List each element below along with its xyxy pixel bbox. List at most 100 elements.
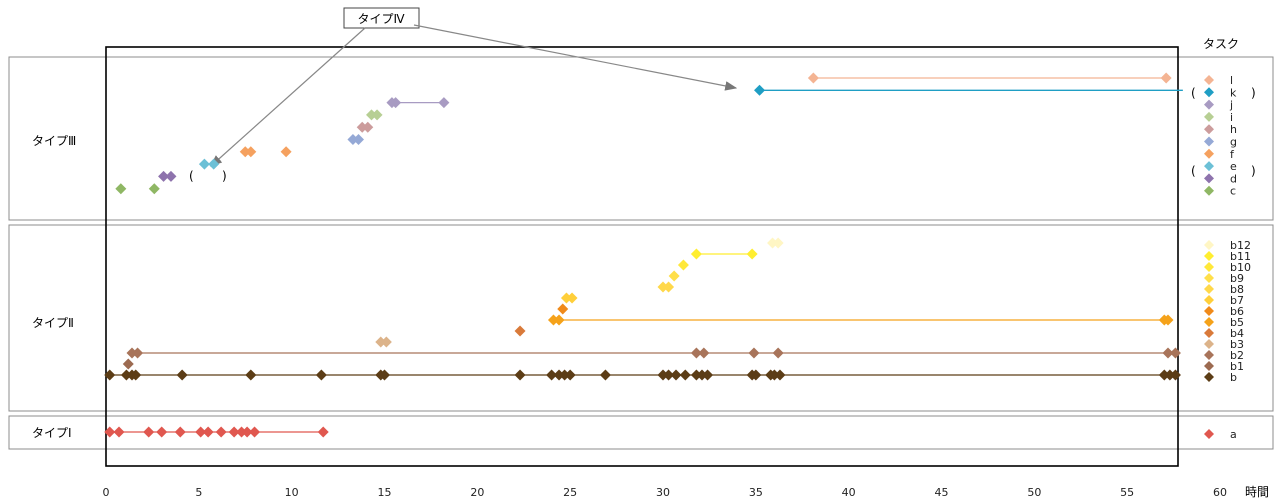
point-b2-3 xyxy=(698,347,710,359)
point-j-1 xyxy=(390,97,402,109)
callout-arrow-e xyxy=(210,27,366,167)
point-b3-0 xyxy=(375,336,387,348)
point-b-8 xyxy=(379,369,390,381)
point-a-5 xyxy=(195,426,207,438)
point-b-26 xyxy=(774,369,786,381)
paren-open-e: ( xyxy=(189,169,194,183)
point-g-0 xyxy=(347,134,359,145)
point-c-0 xyxy=(115,183,127,195)
point-b5-1 xyxy=(553,314,565,326)
legend-marker-d xyxy=(1204,173,1214,184)
legend-marker-b1 xyxy=(1204,361,1214,371)
x-tick-20: 20 xyxy=(470,486,484,499)
legend-label-b10: b10 xyxy=(1230,261,1251,274)
callout-label: タイプⅣ xyxy=(357,12,404,26)
legend-label-j: j xyxy=(1229,99,1233,112)
point-b5-0 xyxy=(547,314,559,326)
legend-marker-b8 xyxy=(1204,284,1214,294)
legend-marker-b11 xyxy=(1204,251,1214,261)
point-b11-0 xyxy=(690,248,702,260)
point-b2-7 xyxy=(1169,347,1181,359)
legend-marker-i xyxy=(1204,111,1214,122)
x-tick-0: 0 xyxy=(103,486,110,499)
legend-paren-open-k: ( xyxy=(1191,86,1196,100)
legend-paren-close-e: ) xyxy=(1251,164,1256,178)
point-i-0 xyxy=(366,109,378,121)
legend-marker-a xyxy=(1204,429,1214,439)
point-b-12 xyxy=(559,369,571,381)
x-tick-55: 55 xyxy=(1120,486,1134,499)
point-b11-1 xyxy=(746,248,758,260)
legend-marker-g xyxy=(1204,136,1214,147)
connector-lines xyxy=(109,77,1183,433)
point-b-4 xyxy=(176,369,188,381)
point-b-1 xyxy=(120,369,132,381)
legend-label-b: b xyxy=(1230,371,1237,384)
legend-marker-b9 xyxy=(1204,273,1214,283)
point-f-2 xyxy=(280,146,292,158)
point-b2-2 xyxy=(690,347,702,359)
point-a-12 xyxy=(317,426,329,438)
point-j-2 xyxy=(438,97,450,109)
point-a-1 xyxy=(113,426,125,438)
legend-paren-open-e: ( xyxy=(1191,164,1196,178)
point-a-9 xyxy=(236,426,248,438)
legend-label-f: f xyxy=(1230,148,1235,161)
point-b-3 xyxy=(130,369,142,381)
legend-label-b2: b2 xyxy=(1230,349,1244,362)
point-b-11 xyxy=(553,369,565,381)
point-a-11 xyxy=(249,426,261,438)
data-points xyxy=(104,72,1181,438)
point-b3-1 xyxy=(380,336,392,348)
legend-label-a: a xyxy=(1230,428,1237,441)
point-b5-3 xyxy=(1162,314,1174,326)
point-a-10 xyxy=(241,426,253,438)
legend-paren-close-k: ) xyxy=(1251,86,1256,100)
point-b12-0 xyxy=(767,237,779,249)
legend-marker-c xyxy=(1204,185,1214,196)
x-tick-60: 60 xyxy=(1213,486,1227,499)
legend-label-d: d xyxy=(1230,172,1237,185)
point-b4-0 xyxy=(514,325,526,337)
point-b2-5 xyxy=(772,347,784,359)
point-a-3 xyxy=(156,426,168,438)
point-a-4 xyxy=(174,426,186,438)
legend-marker-b2 xyxy=(1204,350,1214,360)
point-b-9 xyxy=(514,369,526,381)
point-b-5 xyxy=(245,369,257,381)
point-k-0 xyxy=(754,84,766,96)
legend-label-e: e xyxy=(1230,160,1237,173)
x-ticks: 0 5 10 15 20 25 30 35 40 45 50 55 60 xyxy=(103,486,1228,499)
legend-marker-b10 xyxy=(1204,262,1214,272)
plot-area xyxy=(105,46,1179,467)
legend-label-b9: b9 xyxy=(1230,272,1244,285)
point-b6-0 xyxy=(557,303,569,315)
point-a-0 xyxy=(104,426,116,438)
legend-marker-b6 xyxy=(1204,306,1214,316)
legend-label-h: h xyxy=(1230,123,1237,136)
point-a-7 xyxy=(215,426,227,438)
x-tick-15: 15 xyxy=(378,486,392,499)
point-b-13 xyxy=(564,369,576,381)
legend-label-b5: b5 xyxy=(1230,316,1244,329)
legend-marker-b7 xyxy=(1204,295,1214,305)
legend-marker-f xyxy=(1204,148,1214,159)
legend-marker-e xyxy=(1204,161,1214,172)
band-type1 xyxy=(8,415,1274,450)
point-b-27 xyxy=(1158,369,1170,381)
band-label-type1: タイプⅠ xyxy=(32,426,72,440)
legend-marker-h xyxy=(1204,124,1214,135)
point-b2-4 xyxy=(748,347,760,359)
point-b-29 xyxy=(1169,369,1181,381)
point-h-0 xyxy=(356,121,368,133)
legend-label-g: g xyxy=(1230,136,1237,149)
legend-label-b12: b12 xyxy=(1230,239,1251,252)
point-b-28 xyxy=(1164,369,1176,381)
point-f-1 xyxy=(245,146,257,158)
legend-label-b8: b8 xyxy=(1230,283,1244,296)
legend-marker-b4 xyxy=(1204,328,1214,338)
point-a-8 xyxy=(228,426,240,438)
point-b-23 xyxy=(750,369,762,381)
